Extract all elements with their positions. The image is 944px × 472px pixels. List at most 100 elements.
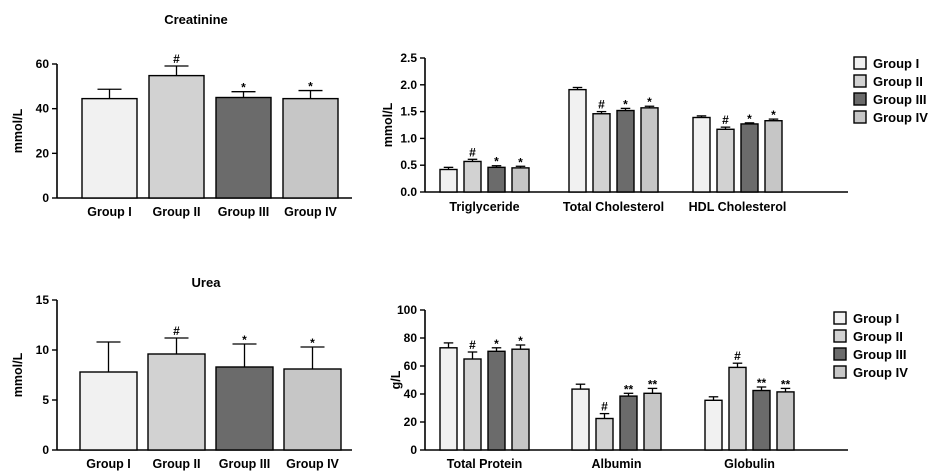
y-tick-label: 10 [36,343,50,357]
bar-group-i [704,399,723,451]
significance-mark: # [722,113,729,127]
legend-swatch [853,74,867,88]
chart-title: Creatinine [164,12,228,27]
x-tick-label: Total Protein [447,457,522,471]
legend: Group I Group II Group III Group IV [853,56,928,125]
significance-mark: * [771,108,776,122]
bar-group-iii [487,166,506,193]
y-axis-label: mmol/L [11,352,25,397]
bar-group-iv [283,368,342,451]
significance-mark: ** [757,376,767,390]
bar-group-ii [595,417,614,451]
significance-mark: # [734,349,741,363]
bar-group-ii [716,128,735,193]
y-tick-label: 20 [404,415,418,429]
bar-group-i [439,347,458,451]
y-tick-label: 5 [42,393,49,407]
x-tick-label: Group IV [284,205,337,219]
x-tick-label: Globulin [724,457,775,471]
significance-mark: # [173,52,180,66]
x-tick-label: Group II [153,205,201,219]
significance-mark: # [598,98,605,112]
significance-mark: ** [781,377,791,391]
legend-swatch [853,92,867,106]
legend-label: Group II [853,329,903,344]
x-tick-label: Albumin [592,457,642,471]
significance-mark: * [518,334,523,348]
bar-group-iii [487,350,506,451]
bar-group-ii [148,74,205,199]
bar-group-iv [282,97,339,199]
significance-mark: * [518,155,523,169]
chart-title: Urea [192,275,222,290]
y-tick-label: 100 [397,303,417,317]
x-tick-label: HDL Cholesterol [689,200,787,214]
chart-lipids: mmol/L 0.0 0.5 1.0 1.5 2.0 2.5 # * * Triglyceride #… [381,51,928,214]
y-tick-label: 1.5 [400,105,417,119]
bar-group-i [571,388,590,451]
significance-mark: # [601,400,608,414]
significance-mark: * [494,155,499,169]
y-tick-label: 60 [404,359,418,373]
significance-mark: ** [624,382,634,396]
bar-group-i [81,97,138,199]
significance-mark: # [173,324,180,338]
bar-group-iv [764,120,783,193]
bar-group-iv [776,391,795,451]
significance-mark: # [469,338,476,352]
legend-swatch [833,347,847,361]
legend-swatch [833,329,847,343]
x-tick-label: Group IV [286,457,339,471]
y-tick-label: 80 [404,331,418,345]
bar-group-iii [740,123,759,193]
significance-mark: # [469,145,476,159]
x-tick-label: Group III [219,457,270,471]
x-tick-label: Total Cholesterol [563,200,664,214]
legend-label: Group III [873,92,926,107]
bar-group-ii [463,358,482,451]
bar-group-i [568,88,587,193]
bar-group-iii [215,366,274,451]
bar-group-iv [640,107,659,193]
bar-group-iv [511,167,530,193]
y-tick-label: 0.5 [400,158,417,172]
legend-swatch [833,311,847,325]
significance-mark: * [242,333,247,347]
significance-mark: * [647,95,652,109]
bar-group-ii [728,366,747,451]
legend-label: Group I [853,311,899,326]
y-tick-label: 40 [36,102,50,116]
significance-mark: ** [648,377,658,391]
significance-mark: * [623,97,628,111]
bar-group-ii [147,353,206,451]
significance-mark: * [494,337,499,351]
legend-swatch [853,56,867,70]
legend-label: Group III [853,347,906,362]
bar-group-i [692,116,711,193]
bar-group-iv [511,348,530,451]
y-tick-label: 0 [42,443,49,457]
bar-group-iii [616,109,635,193]
significance-mark: * [310,336,315,350]
significance-mark: * [747,112,752,126]
legend: Group I Group II Group III Group IV [833,311,908,380]
y-tick-label: 0.0 [400,185,417,199]
legend-label: Group IV [853,365,908,380]
y-axis-label: mmol/L [381,102,395,147]
y-tick-label: 2.5 [400,51,417,65]
legend-swatch [853,110,867,124]
bar-group-i [79,371,138,451]
y-axis-label: mmol/L [11,108,25,153]
y-tick-label: 0 [42,191,49,205]
chart-creatinine: Creatinine mmol/L 0 20 40 60 Group I # Group II *… [11,12,352,219]
legend-label: Group I [873,56,919,71]
y-tick-label: 15 [36,293,50,307]
chart-urea: Urea mmol/L 0 5 10 15 Group I # Group II * Group I… [11,275,352,471]
legend-swatch [833,365,847,379]
y-tick-label: 60 [36,57,50,71]
y-tick-label: 1.0 [400,131,417,145]
x-tick-label: Group II [153,457,201,471]
legend-label: Group II [873,74,923,89]
bar-group-i [439,168,458,193]
